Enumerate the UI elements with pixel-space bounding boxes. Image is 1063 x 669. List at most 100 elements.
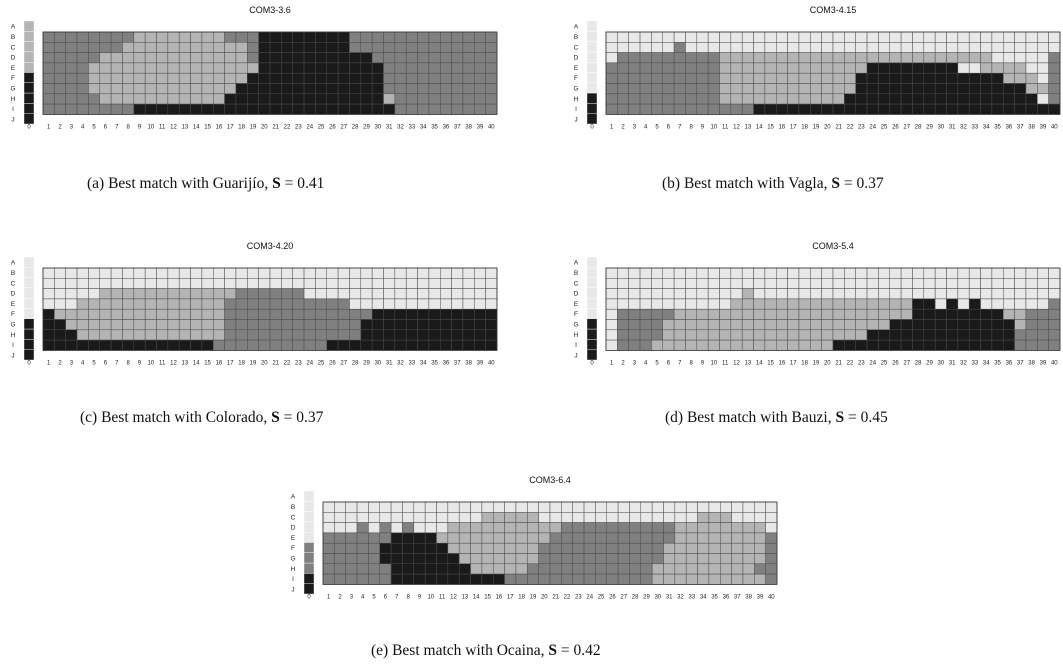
heatmap-cell [866,72,879,84]
heatmap-cell [651,308,664,320]
heatmap-cell [281,31,293,43]
heatmap-cell [765,532,778,544]
heatmap-cell [900,319,913,331]
heatmap-cell [855,278,868,289]
heatmap-cell [968,52,981,64]
heatmap-cell [337,103,350,115]
row-label: J [574,116,577,123]
heatmap-cell [417,278,430,289]
heatmap-cell [383,298,396,310]
heatmap-cell [451,31,464,43]
grid-border [605,267,1061,351]
heatmap-cell [133,42,146,53]
legend-cell [586,82,598,94]
heatmap-cell [900,278,913,289]
row-label: A [574,24,579,31]
heatmap-cell [440,339,452,351]
heatmap-cell [821,72,834,84]
column-label: 13 [462,594,469,600]
heatmap-cell [628,308,641,320]
heatmap-cell [462,42,475,53]
heatmap-cell [651,72,664,84]
heatmap-cell [334,501,346,513]
column-label: 38 [465,360,472,366]
column-label: 32 [397,124,404,130]
heatmap-cell [451,103,464,115]
row-label: F [11,311,15,318]
heatmap-cell [371,329,384,341]
heatmap-cell [639,52,652,64]
column-label: 30 [374,360,381,366]
heatmap-cell [866,103,879,115]
heatmap-cell [144,52,157,64]
heatmap-cell [640,522,653,534]
heatmap-cell [595,501,607,513]
legend-cell [586,41,598,53]
heatmap-cell [640,563,653,575]
heatmap-cell [798,52,811,64]
column-label: 25 [318,124,325,130]
heatmap-cell [65,339,78,351]
heatmap-cell [810,298,822,310]
heatmap-cell [167,288,180,300]
column-label: 33 [409,124,416,130]
heatmap-cell [583,532,596,544]
heatmap-cell [651,553,664,565]
heatmap-cell [402,522,415,534]
heatmap-cell [617,512,630,523]
heatmap-cell [1025,319,1038,331]
heatmap-cell [281,339,293,351]
heatmap-cell [485,31,498,43]
column-label: 7 [115,360,119,366]
column-label: 18 [518,594,525,600]
heatmap-cell [629,573,642,585]
heatmap-cell [900,83,913,95]
heatmap-cell [844,339,856,351]
heatmap-cell [292,83,305,95]
heatmap-cell [798,339,811,351]
heatmap-cell [451,329,464,341]
heatmap-cell [451,93,464,105]
heatmap-cell [156,42,169,53]
heatmap-cell [991,298,1004,310]
heatmap-cell [628,31,641,43]
heatmap-cell [405,278,418,289]
heatmap-cell [605,52,618,64]
heatmap-cell [1003,267,1015,279]
heatmap-cell [878,278,890,289]
heatmap-cell [1025,267,1038,279]
heatmap-cell [110,267,123,279]
heatmap-cell [515,542,528,554]
heatmap-cell [303,329,316,341]
heatmap-cell [889,319,902,331]
row-label: B [291,504,295,511]
heatmap-cell [99,298,112,310]
heatmap-cell [110,103,123,115]
heatmap-cell [855,298,868,310]
heatmap-cell [144,339,157,351]
heatmap-cell [912,319,925,331]
legend-cell [303,521,315,533]
heatmap-cell [810,339,822,351]
heatmap-cell [923,267,936,279]
heatmap-cell [1014,31,1027,43]
heatmap-cell [968,319,981,331]
heatmap-cell [639,319,652,331]
heatmap-cell [156,288,169,300]
column-label: 21 [835,124,842,130]
heatmap-cell [213,329,225,341]
heatmap-cell [326,319,339,331]
heatmap-cell [708,553,721,565]
heatmap-cell [912,329,925,341]
heatmap-cell [741,308,754,320]
heatmap-cell [787,308,800,320]
heatmap-cell [741,288,754,300]
heatmap-cell [1003,278,1015,289]
column-label: 27 [903,360,910,366]
heatmap-cell [224,278,237,289]
heatmap-cell [1025,288,1038,300]
legend-cell [303,532,315,543]
heatmap-cell [663,512,676,523]
heatmap-cell [213,62,225,74]
heatmap-cell [741,339,754,351]
